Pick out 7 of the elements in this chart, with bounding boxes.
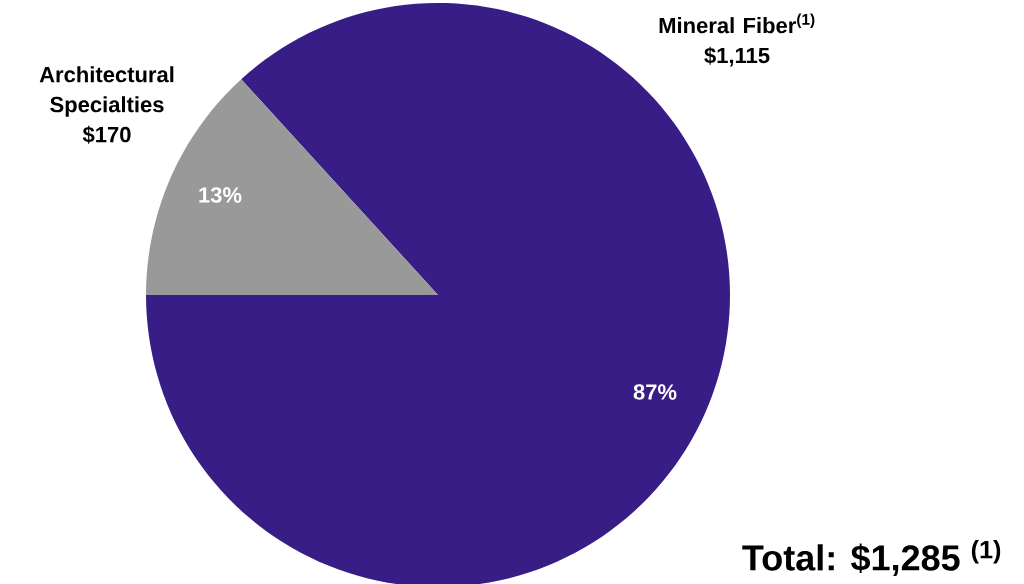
data-label: $1,115 (704, 46, 770, 67)
text: Total: $1,285 $^{(1)}$ (742, 540, 1001, 576)
slice-label: Mineral Fiber$^{(1)}$ (659, 13, 815, 34)
data-label: $170 (82, 125, 131, 144)
slice-label: Architectural Specialties (39, 66, 174, 117)
text: 87% (633, 384, 677, 400)
text: 13% (199, 187, 242, 203)
